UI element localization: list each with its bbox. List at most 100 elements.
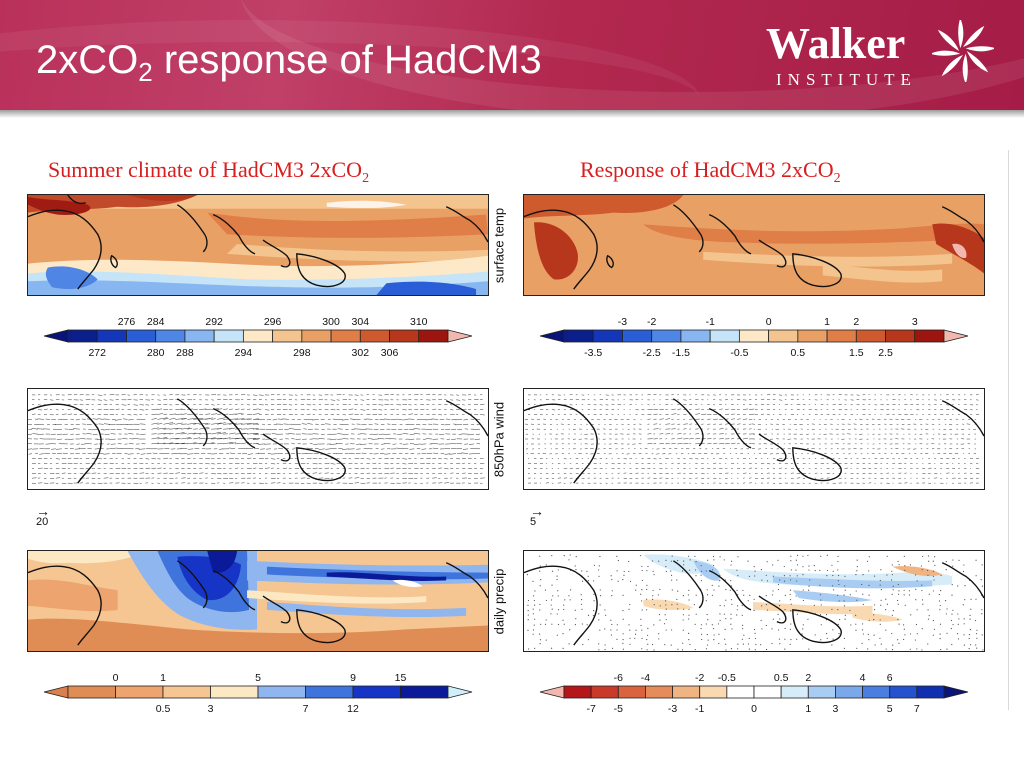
stipple-dot <box>741 624 744 626</box>
wind-arrow <box>677 408 682 410</box>
wind-arrow <box>312 419 319 421</box>
colorbar-segment <box>563 685 592 699</box>
stipple-dot <box>771 642 773 645</box>
stipple-dot <box>945 561 947 563</box>
wind-arrow <box>367 438 373 440</box>
stipple-dot <box>879 579 881 582</box>
stipple-dot <box>670 644 672 646</box>
wind-arrow <box>175 418 186 420</box>
stipple-dot <box>532 633 534 635</box>
stipple-dot <box>880 643 882 645</box>
wind-arrow <box>695 437 701 440</box>
stipple-dot <box>867 633 869 635</box>
wind-arrow <box>446 438 451 440</box>
stipple-dot <box>820 639 822 641</box>
stipple-dot <box>981 585 984 587</box>
stipple-dot <box>719 556 721 558</box>
stipple-dot <box>629 580 632 582</box>
colorbar-tick-label: 1 <box>160 672 166 684</box>
stipple-dot <box>808 648 810 650</box>
stipple-dot <box>819 594 821 596</box>
stipple-dot <box>790 610 792 612</box>
stipple-dot <box>951 594 953 596</box>
stipple-dot <box>927 574 929 576</box>
stipple-dot <box>789 579 792 581</box>
stipple-dot <box>725 643 727 645</box>
wind-arrow <box>719 438 724 440</box>
wind-arrow <box>187 432 196 435</box>
stipple-dot <box>915 599 917 601</box>
stipple-dot <box>754 570 756 572</box>
stipple-dot <box>539 565 541 567</box>
wind-arrow <box>421 448 427 450</box>
stipple-dot <box>659 619 661 621</box>
stipple-dot <box>539 570 541 572</box>
stipple-dot <box>939 609 941 611</box>
stipple-dot <box>730 599 733 601</box>
stipple-dot <box>545 619 547 621</box>
stipple-dot <box>802 555 804 557</box>
stipple-dot <box>753 628 756 631</box>
wind-arrow <box>133 404 138 406</box>
stipple-dot <box>826 554 828 556</box>
wind-arrow <box>455 419 463 421</box>
map-850hpa-wind-climate <box>27 388 489 490</box>
colorbar-segment <box>162 685 211 699</box>
wind-arrow <box>211 413 218 415</box>
stipple-dot <box>873 619 875 621</box>
wind-arrow <box>360 428 367 430</box>
stipple-dot <box>741 604 743 607</box>
stipple-dot <box>844 614 846 616</box>
wind-arrow <box>462 448 469 450</box>
stipple-dot <box>820 599 822 601</box>
stipple-dot <box>976 647 978 649</box>
wind-arrow <box>677 433 682 435</box>
stipple-dot <box>741 638 743 640</box>
wind-arrow <box>169 423 176 425</box>
stipple-dot <box>534 590 536 592</box>
colorbar-precip-response-svg: -7 -6 -5 -4 -3 -2 -1 -0.5 0 0.5 1 2 3 4 5 6 7 <box>539 672 969 715</box>
stipple-dot <box>622 579 624 581</box>
stipple-dot <box>587 614 590 616</box>
stipple-dot <box>539 639 542 641</box>
stipple-dot <box>641 569 643 572</box>
stipple-dot <box>820 555 822 557</box>
wind-arrow <box>211 422 222 425</box>
wind-arrow <box>270 394 275 396</box>
stipple-dot <box>629 629 631 631</box>
wind-arrow <box>266 419 271 421</box>
colorbar-tick-label: 0 <box>113 672 119 684</box>
wind-arrow <box>163 418 169 420</box>
stipple-dot <box>855 623 857 625</box>
stipple-dot <box>981 564 983 566</box>
stipple-dot <box>526 574 529 576</box>
stipple-dot <box>598 569 600 571</box>
stipple-dot <box>527 599 530 602</box>
stipple-dot <box>813 565 815 567</box>
stipple-dot <box>765 595 767 597</box>
wind-arrow <box>356 443 361 445</box>
stipple-dot <box>765 603 768 606</box>
stipple-dot <box>891 614 893 616</box>
stipple-dot <box>790 569 792 571</box>
stipple-dot <box>622 609 624 612</box>
colorbar-tick-label: 300 <box>322 316 340 328</box>
stipple-dot <box>701 633 703 635</box>
wind-vectors <box>28 394 485 484</box>
stipple-dot <box>868 639 870 641</box>
wind-arrow <box>211 431 222 435</box>
wind-arrow <box>92 433 98 436</box>
stipple-dot <box>593 600 595 602</box>
colorbar-segment <box>352 685 401 699</box>
wind-arrow <box>247 453 254 455</box>
stipple-dot <box>532 608 534 610</box>
colorbar-segment <box>67 329 98 343</box>
stipple-dot <box>556 579 558 581</box>
surface-temp-response-field <box>524 195 984 295</box>
wind-arrow <box>748 443 752 445</box>
colorbar-tick-label: -1 <box>695 703 704 715</box>
stipple-dot <box>844 618 846 620</box>
stipple-dot <box>635 589 637 591</box>
wind-arrow <box>725 443 730 445</box>
stipple-dot <box>779 579 781 581</box>
